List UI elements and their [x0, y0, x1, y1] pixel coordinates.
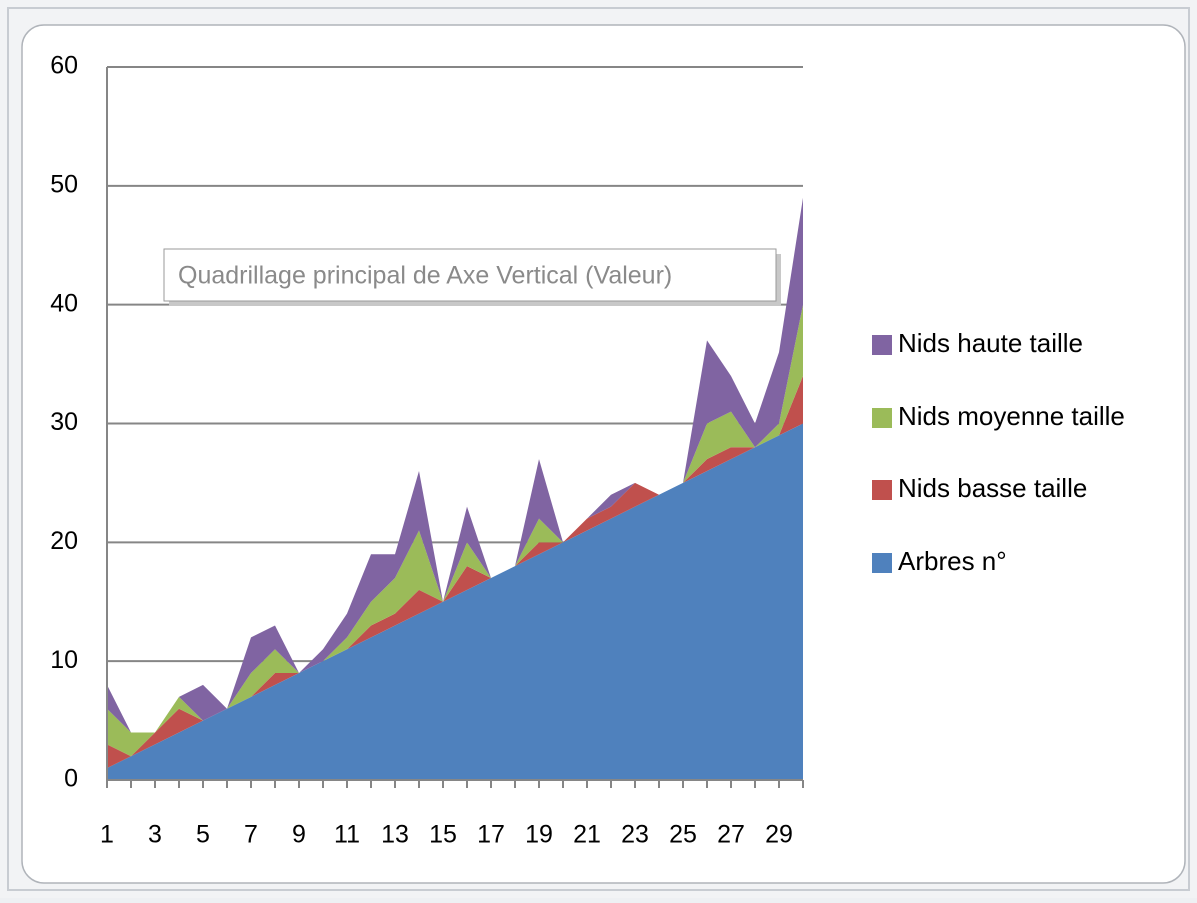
legend-label: Nids haute taille — [898, 328, 1083, 358]
legend-label: Nids basse taille — [898, 473, 1087, 503]
area — [107, 375, 803, 769]
x-tick-label: 7 — [244, 821, 258, 849]
x-tick-label: 3 — [148, 821, 162, 849]
area — [107, 423, 803, 780]
y-tick-label: 60 — [50, 52, 78, 80]
x-tick-label: 27 — [717, 821, 745, 849]
x-tick-label: 29 — [765, 821, 793, 849]
legend-swatch — [872, 335, 892, 355]
x-tick-label: 1 — [100, 821, 114, 849]
y-tick-label: 40 — [50, 289, 78, 317]
y-tick-label: 0 — [64, 765, 78, 793]
y-tick-label: 50 — [50, 170, 78, 198]
legend-swatch — [872, 480, 892, 500]
tooltip-box — [163, 248, 777, 302]
x-tick-label: 17 — [477, 821, 505, 849]
x-tick-label: 19 — [525, 821, 553, 849]
y-tick-label: 10 — [50, 646, 78, 674]
x-tick-label: 13 — [381, 821, 409, 849]
legend-label: Arbres n° — [898, 546, 1007, 576]
legend-swatch — [872, 553, 892, 573]
x-tick-label: 21 — [573, 821, 601, 849]
y-tick-label: 20 — [50, 527, 78, 555]
x-tick-label: 11 — [334, 821, 360, 849]
area — [107, 304, 803, 757]
x-tick-label: 9 — [292, 821, 306, 849]
legend-label: Nids moyenne taille — [898, 401, 1125, 431]
x-tick-label: 23 — [621, 821, 649, 849]
x-tick-label: 25 — [669, 821, 697, 849]
x-tick-label: 5 — [196, 821, 210, 849]
chart-frame — [7, 7, 1190, 891]
y-tick-label: 30 — [50, 408, 78, 436]
tooltip-text: Quadrillage principal de Axe Vertical (V… — [178, 262, 672, 290]
x-tick-label: 15 — [429, 821, 457, 849]
legend-swatch — [872, 408, 892, 428]
